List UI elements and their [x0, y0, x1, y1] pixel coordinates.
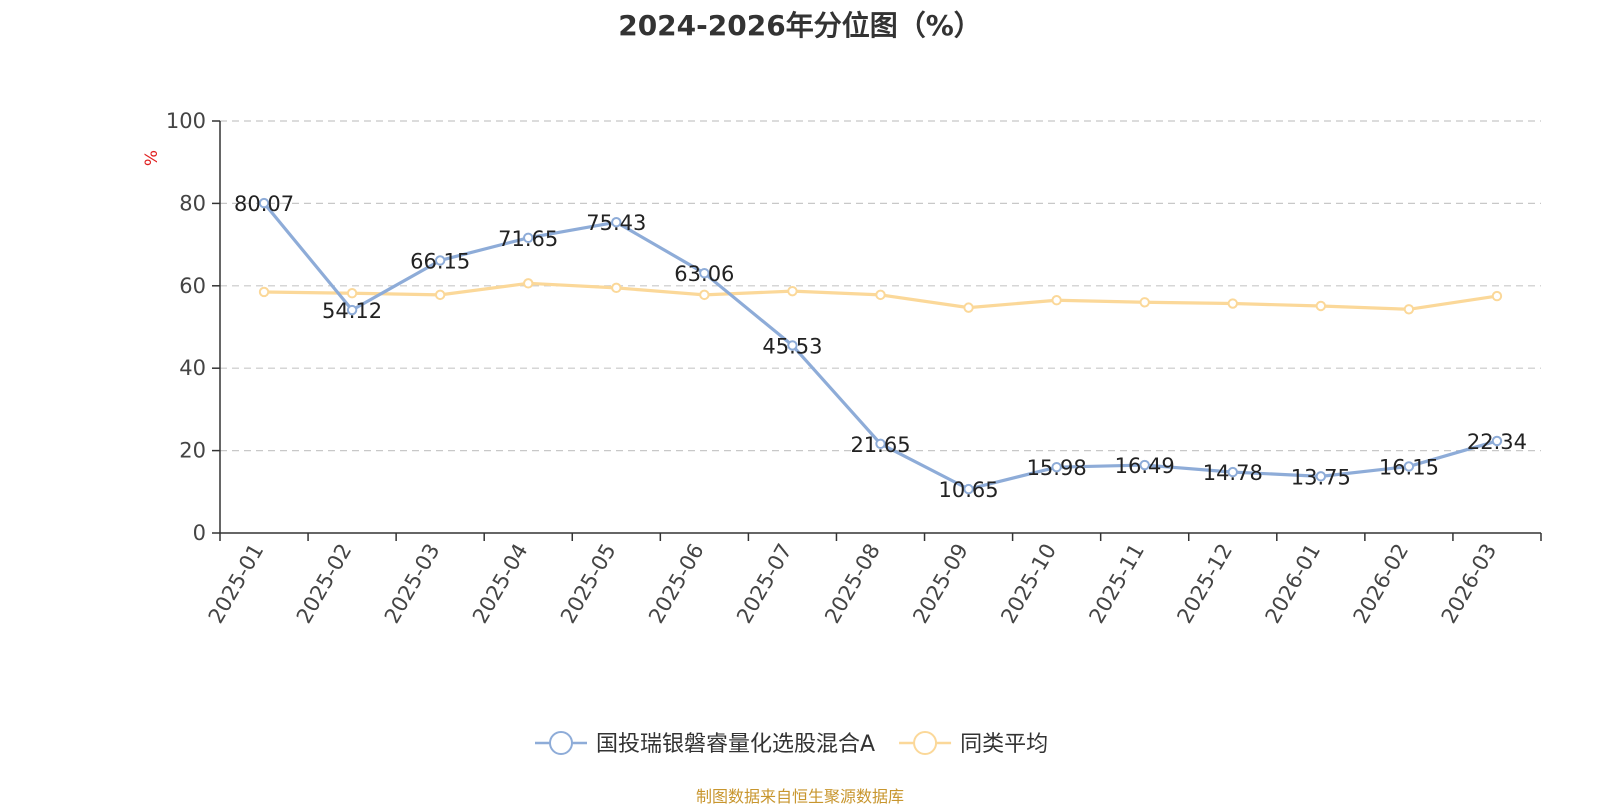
data-point — [699, 289, 710, 301]
x-tick-label: 2025-05 — [556, 540, 621, 628]
x-tick-label: 2026-03 — [1437, 540, 1502, 628]
x-tick-label: 2025-02 — [292, 540, 357, 628]
x-tick-label: 2025-12 — [1172, 540, 1237, 628]
data-point — [875, 438, 886, 450]
data-point — [875, 289, 886, 301]
data-point — [1139, 459, 1150, 471]
data-point — [787, 340, 798, 351]
data-point — [523, 232, 534, 244]
data-point — [1051, 461, 1062, 473]
x-tick-label: 2026-02 — [1349, 540, 1414, 628]
data-point — [434, 255, 446, 266]
legend-marker — [913, 731, 938, 755]
data-point — [611, 217, 622, 228]
x-tick-label: 2025-06 — [644, 540, 709, 628]
y-tick-label: 40 — [179, 356, 206, 380]
x-tick-label: 2025-04 — [468, 540, 533, 628]
data-label: 16.49 — [1115, 454, 1175, 478]
x-tick-label: 2025-09 — [908, 540, 973, 628]
data-point — [1315, 300, 1327, 312]
data-point — [1403, 461, 1415, 472]
data-point — [346, 304, 358, 316]
data-label: 14.78 — [1203, 461, 1263, 485]
data-label: 75.43 — [586, 211, 646, 235]
series-1 — [258, 278, 1503, 315]
data-point — [963, 302, 974, 313]
x-tick-label: 2025-03 — [380, 540, 445, 628]
data-point — [1491, 435, 1503, 447]
data-point — [1139, 297, 1150, 308]
data-label: 16.15 — [1379, 455, 1439, 479]
legend: 国投瑞银磐睿量化选股混合A 同类平均 — [535, 731, 1048, 757]
x-tick-label: 2025-11 — [1084, 540, 1149, 628]
x-tick-label: 2026-01 — [1261, 540, 1326, 628]
data-point — [1403, 304, 1415, 315]
series — [258, 197, 1503, 495]
y-tick-label: 80 — [179, 191, 206, 215]
data-labels: 80.07 54.12 66.15 71.65 75.43 63.06 45.53 21.65… — [234, 192, 1527, 502]
data-label: 10.65 — [939, 478, 999, 502]
data-point — [346, 288, 358, 299]
y-axis-label: % — [142, 150, 162, 166]
data-label: 45.53 — [762, 334, 822, 358]
data-point — [787, 285, 798, 297]
legend-marker — [549, 731, 573, 755]
data-point — [1051, 295, 1062, 306]
data-point — [1315, 471, 1327, 482]
grid-lines — [220, 120, 1541, 452]
data-label: 71.65 — [498, 227, 558, 251]
legend-label: 同类平均 — [960, 732, 1048, 757]
data-label: 13.75 — [1291, 465, 1351, 489]
y-tick-label: 20 — [179, 439, 206, 463]
data-point — [963, 483, 974, 495]
x-tick-label: 2025-08 — [820, 540, 885, 628]
data-point — [434, 289, 446, 301]
data-point — [1227, 466, 1238, 478]
data-label: 80.07 — [234, 192, 294, 216]
x-tick-label: 2025-07 — [732, 540, 797, 628]
data-point — [258, 286, 270, 298]
data-point — [258, 197, 270, 209]
data-point — [1491, 290, 1503, 302]
data-label: 63.06 — [674, 262, 734, 286]
data-point — [1227, 298, 1238, 309]
x-tick-label: 2025-01 — [204, 540, 269, 628]
data-label: 15.98 — [1027, 456, 1087, 480]
source-note: 制图数据来自恒生聚源数据库 — [695, 787, 904, 806]
data-label: 21.65 — [850, 433, 910, 457]
y-tick-label: 100 — [166, 109, 206, 133]
legend-label: 国投瑞银磐睿量化选股混合A — [596, 732, 875, 757]
data-point — [611, 282, 622, 294]
legend-item-0: 国投瑞银磐睿量化选股混合A — [535, 731, 875, 757]
data-label: 22.34 — [1467, 430, 1527, 454]
data-label: 66.15 — [410, 249, 470, 273]
data-point — [699, 267, 710, 279]
data-label: 54.12 — [322, 299, 382, 323]
legend-item-1: 同类平均 — [899, 731, 1048, 757]
data-point — [523, 278, 534, 289]
axes: 0 20 40 60 80 100 2025-01 2025-02 2025-03 2025-04… — [166, 109, 1542, 628]
y-tick-label: 60 — [179, 274, 206, 298]
x-tick-label: 2025-10 — [996, 540, 1061, 628]
series-0 — [258, 197, 1503, 495]
chart-title: 2024-2026年分位图（%） — [618, 9, 982, 42]
y-tick-label: 0 — [193, 521, 206, 545]
